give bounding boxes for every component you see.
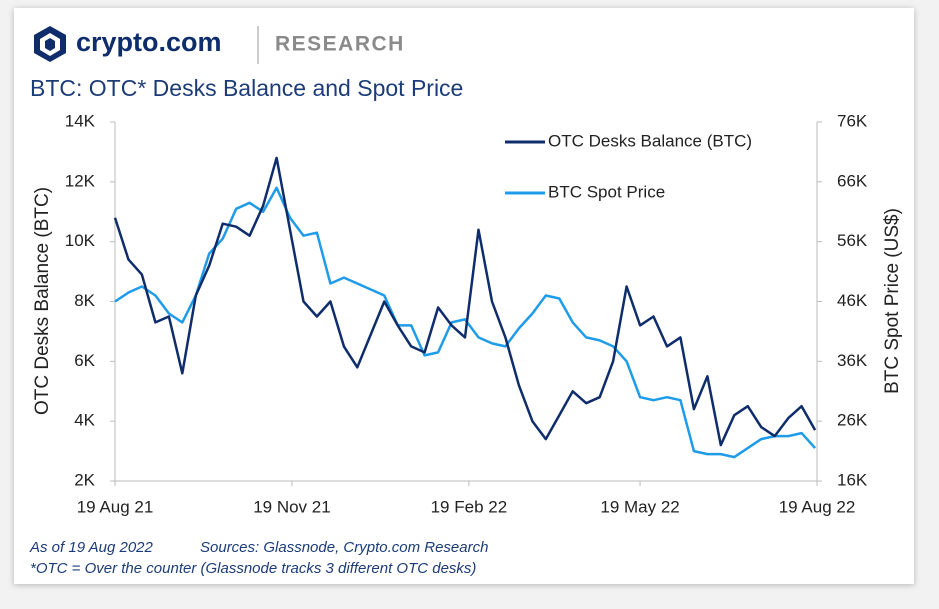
x-tick-label: 19 Feb 22 — [431, 497, 508, 516]
y2-tick-label: 66K — [837, 171, 868, 190]
y-tick-label: 14K — [65, 111, 96, 130]
y2-tick-label: 26K — [837, 411, 868, 430]
y2-tick-label: 36K — [837, 351, 868, 370]
x-tick-label: 19 Aug 22 — [779, 497, 856, 516]
sources: Sources: Glassnode, Crypto.com Research — [200, 539, 488, 556]
y-tick-label: 6K — [74, 351, 95, 370]
chart-title: BTC: OTC* Desks Balance and Spot Price — [30, 75, 463, 101]
y2-tick-label: 76K — [837, 111, 868, 130]
section: RESEARCH — [275, 33, 405, 56]
y-tick-label: 10K — [65, 231, 96, 250]
y-tick-label: 8K — [74, 291, 95, 310]
y-tick-label: 4K — [74, 411, 95, 430]
series-line — [114, 186, 817, 459]
y2-tick-label: 46K — [837, 291, 868, 310]
brand: crypto.com — [76, 27, 222, 57]
series-line — [113, 156, 817, 447]
x-tick-label: 19 Nov 21 — [253, 497, 331, 516]
y-axis-label: OTC Desks Balance (BTC) — [32, 187, 53, 415]
footnote: *OTC = Over the counter (Glassnode track… — [30, 560, 476, 577]
legend-label: OTC Desks Balance (BTC) — [548, 131, 752, 150]
logo-icon — [34, 26, 66, 62]
as-of: As of 19 Aug 2022 — [29, 539, 154, 556]
x-tick-label: 19 May 22 — [600, 497, 679, 516]
y2-tick-label: 16K — [837, 470, 868, 489]
card — [14, 8, 914, 584]
y-tick-label: 2K — [74, 470, 95, 489]
x-tick-label: 19 Aug 21 — [77, 497, 154, 516]
y2-tick-label: 56K — [837, 231, 868, 250]
y-tick-label: 12K — [65, 171, 96, 190]
y2-axis-label: BTC Spot Price (US$) — [882, 208, 903, 394]
legend-label: BTC Spot Price — [548, 182, 665, 201]
